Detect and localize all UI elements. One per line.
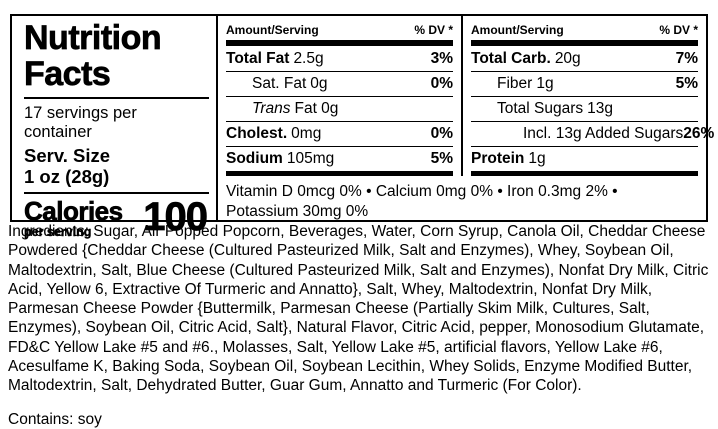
calories-label-group: Calories per serving: [24, 196, 124, 240]
daily-value: 26%: [683, 125, 715, 142]
nutrient-row-cholesterol: Cholest. 0mg 0%: [226, 121, 453, 146]
daily-value: 5%: [675, 75, 698, 92]
calories-value: 100: [143, 195, 209, 239]
nutrient-name: Sodium 105mg: [226, 150, 335, 167]
nutrient-amount: 2.5g: [293, 49, 324, 67]
nutrient-name: Incl. 13g Added Sugars: [523, 125, 684, 142]
micronutrients-text: Vitamin D 0mcg 0% • Calcium 0mg 0% • Iro…: [226, 183, 618, 220]
nutrient-row-trans-fat: Trans Fat 0g: [226, 96, 453, 121]
label-identity-column: Nutrition Facts 17 servings per containe…: [12, 16, 218, 239]
nutrient-name: Sat. Fat 0g: [252, 75, 328, 92]
calories-label: Calories: [24, 196, 124, 226]
daily-value: 7%: [675, 49, 698, 67]
nutrient-row-added-sugars: Incl. 13g Added Sugars 26%: [471, 121, 714, 146]
nutrient-amount: Fat 0g: [294, 100, 339, 117]
calories-sublabel: per serving: [24, 225, 92, 239]
thick-divider-bar: [226, 171, 453, 176]
nutrient-name: Trans Fat 0g: [252, 100, 339, 117]
serving-size: Serv. Size 1 oz (28g): [24, 144, 209, 194]
nutrient-row-total-carb: Total Carb. 20g 7%: [471, 46, 698, 71]
label-title-line2: Facts: [24, 55, 112, 93]
nutrient-columns: Amount/Serving % DV * Total Fat 2.5g 3% S…: [218, 16, 714, 176]
servings-per-container: 17 servings per container: [24, 104, 137, 141]
label-title-line1: Nutrition: [24, 19, 162, 57]
nutrient-row-total-fat: Total Fat 2.5g 3%: [226, 46, 453, 71]
nutrient-row-protein: Protein 1g: [471, 146, 698, 171]
daily-value: 5%: [430, 150, 453, 167]
nutrient-row-total-sugars: Total Sugars 13g: [471, 96, 698, 121]
column-header-dv: % DV *: [414, 23, 453, 37]
nutrient-name: Cholest. 0mg: [226, 125, 322, 142]
serving-size-label: Serv. Size: [24, 145, 111, 166]
daily-value: 3%: [430, 49, 453, 67]
thick-divider-bar: [471, 40, 698, 46]
column-header: Amount/Serving % DV *: [226, 16, 453, 40]
nutrient-name: Total Carb. 20g: [471, 49, 581, 67]
nutrient-name: Total Sugars 13g: [497, 100, 614, 117]
nutrient-name: Fiber 1g: [497, 75, 554, 92]
nutrient-row-sodium: Sodium 105mg 5%: [226, 146, 453, 171]
nutrient-name: Protein 1g: [471, 150, 546, 167]
daily-value: 0%: [430, 75, 453, 92]
below-label-text: Ingredients: Sugar, Air Popped Popcorn, …: [8, 222, 710, 429]
column-header-dv: % DV *: [659, 23, 698, 37]
column-header: Amount/Serving % DV *: [471, 16, 698, 40]
nutrient-amount: 105mg: [286, 150, 335, 167]
column-header-amount: Amount/Serving: [226, 23, 319, 37]
thick-divider-bar: [226, 40, 453, 46]
nutrient-row-sat-fat: Sat. Fat 0g 0%: [226, 71, 453, 96]
nutrient-column-fats: Amount/Serving % DV * Total Fat 2.5g 3% S…: [218, 16, 463, 176]
thick-divider-bar: [471, 171, 698, 176]
calories-block: Calories per serving 100: [24, 194, 209, 240]
nutrient-amount: 20g: [554, 49, 581, 67]
contains-statement: Contains: soy: [8, 410, 102, 428]
nutrient-amount: 1g: [536, 75, 554, 92]
ingredients-paragraph: Ingredients: Sugar, Air Popped Popcorn, …: [8, 223, 709, 395]
nutrition-facts-label: Nutrition Facts 17 servings per containe…: [10, 14, 714, 239]
nutrient-area: Amount/Serving % DV * Total Fat 2.5g 3% S…: [218, 16, 714, 220]
nutrient-row-fiber: Fiber 1g 5%: [471, 71, 698, 96]
nutrient-amount: 13g: [587, 100, 614, 117]
nutrient-column-carbs: Amount/Serving % DV * Total Carb. 20g 7% …: [463, 16, 714, 176]
nutrient-amount: 0mg: [291, 125, 322, 142]
nutrient-name: Total Fat 2.5g: [226, 49, 324, 67]
daily-value: 0%: [430, 125, 453, 142]
column-header-amount: Amount/Serving: [471, 23, 564, 37]
label-title: Nutrition Facts: [24, 18, 209, 99]
nutrient-amount: 1g: [528, 150, 546, 167]
nutrient-amount: 0g: [310, 75, 328, 92]
serving-size-value: 1 oz (28g): [24, 166, 110, 187]
